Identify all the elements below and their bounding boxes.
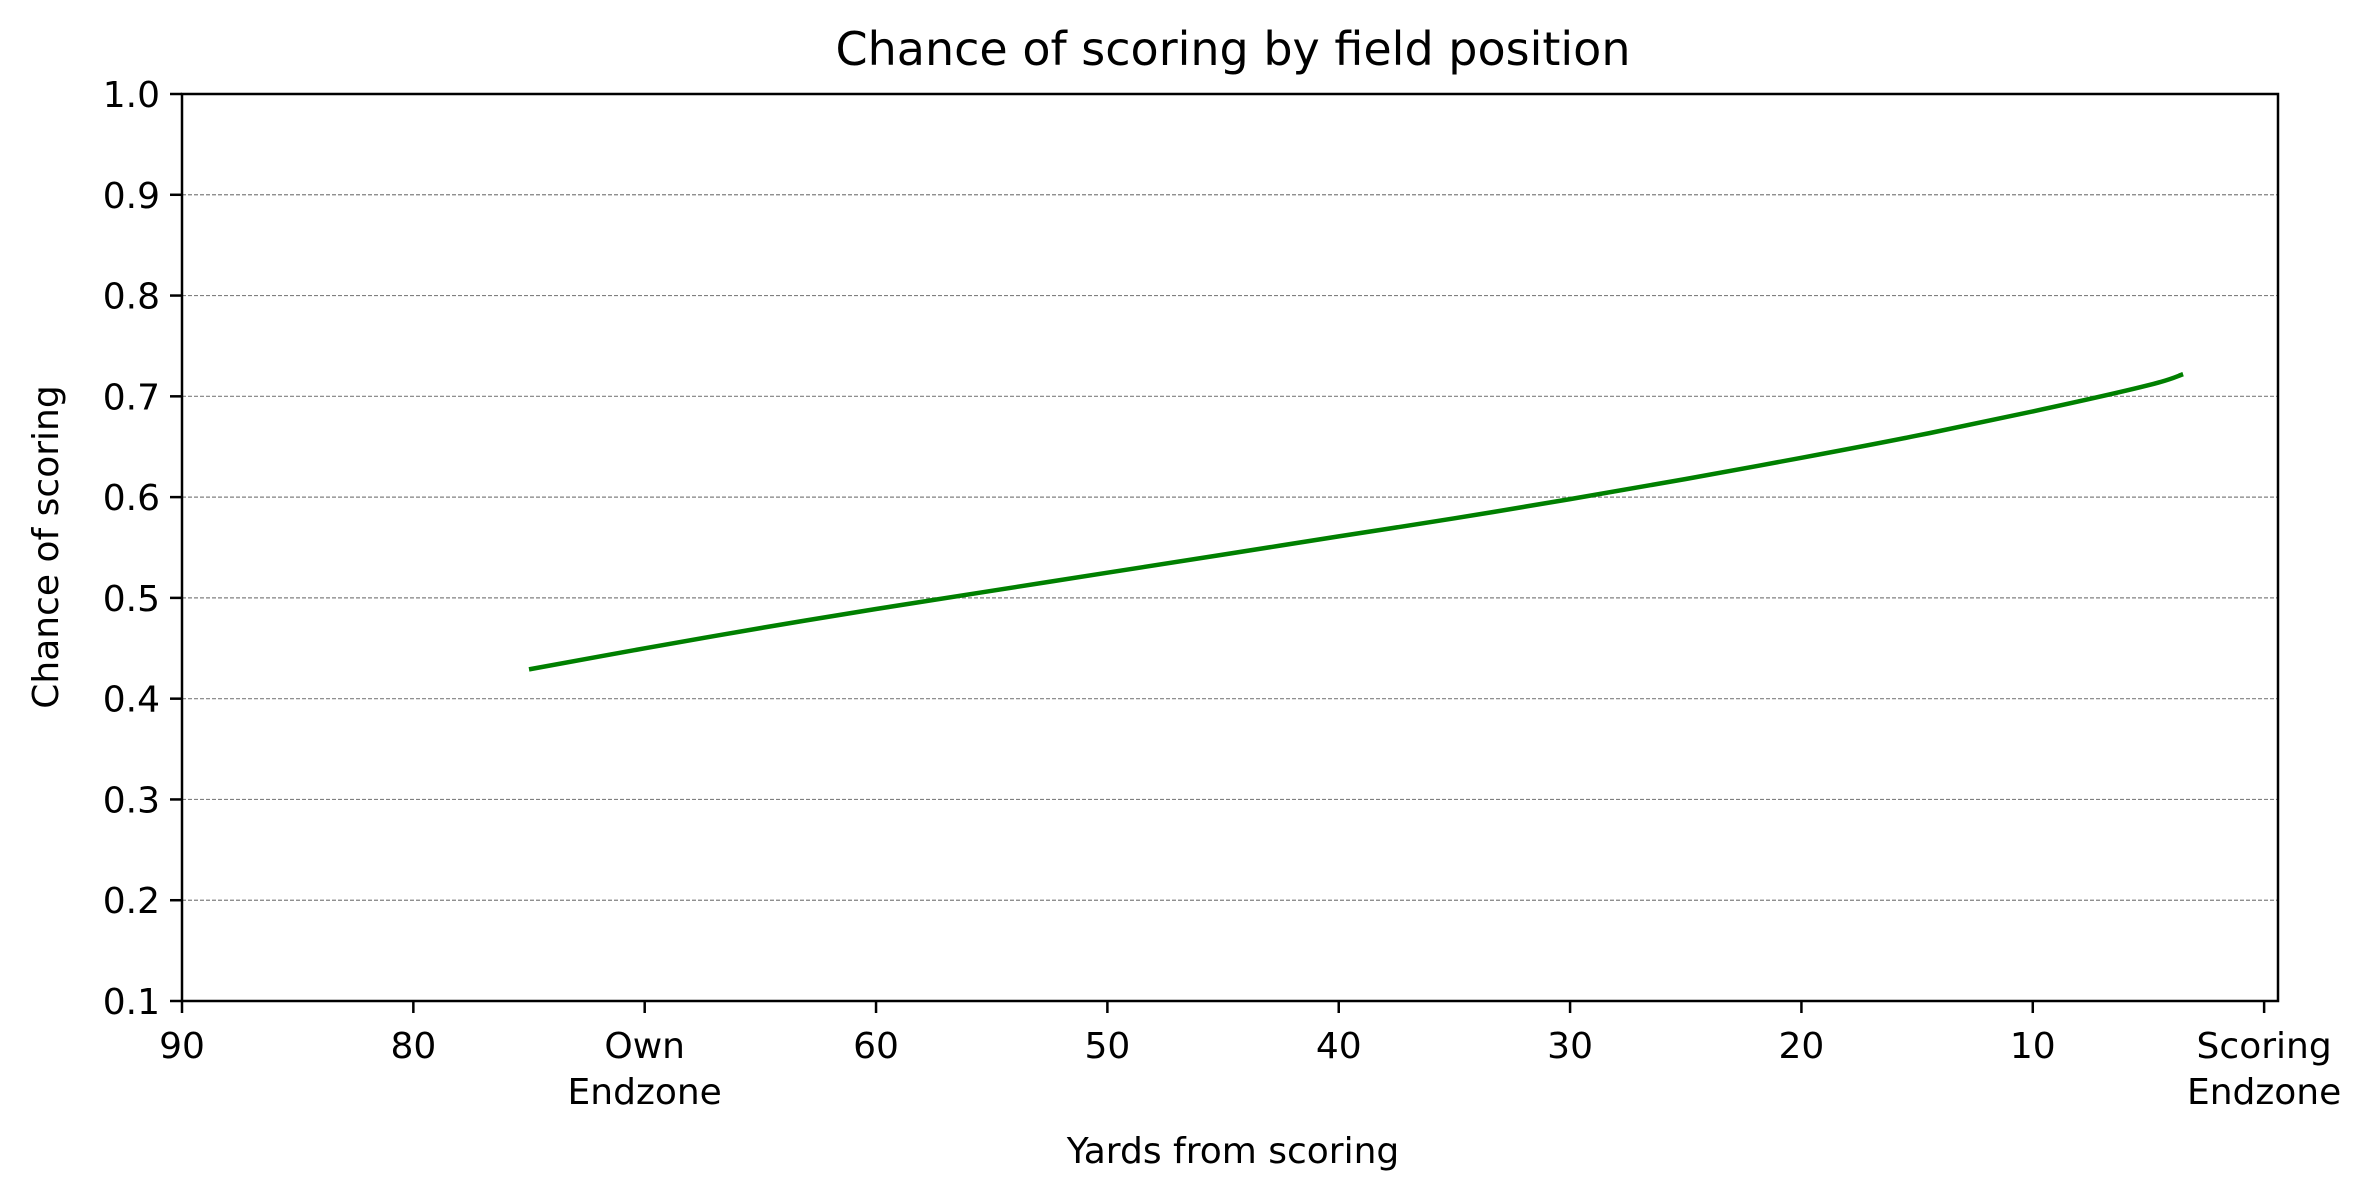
x-tick-label: 40 [1316,1026,1362,1067]
y-tick-label: 0.2 [103,881,160,922]
x-axis-ticks: 90 80 Own Endzone 60 50 40 30 20 10 Scoring Endzone [159,1001,2341,1113]
x-tick-label: 90 [159,1026,205,1067]
y-axis-title: Chance of scoring [26,385,67,708]
x-tick-label: Own Endzone [568,1026,722,1113]
y-tick-label: 0.5 [103,579,160,620]
x-tick-label: 50 [1084,1026,1130,1067]
y-tick-label: 0.9 [103,176,160,217]
x-tick-label: Scoring Endzone [2187,1026,2341,1113]
y-tick-label: 0.8 [103,277,160,318]
x-tick-label: 30 [1547,1026,1593,1067]
x-axis-title: Yards from scoring [1066,1131,1400,1172]
x-tick-label: 60 [853,1026,899,1067]
y-tick-label: 0.3 [103,780,160,821]
x-tick-label: 20 [1779,1026,1825,1067]
x-tick-label: 80 [390,1026,436,1067]
series-line [528,372,2184,672]
x-tick-label: 10 [2010,1026,2056,1067]
y-tick-label: 0.4 [103,680,160,721]
grid-lines [182,194,2278,901]
y-axis-ticks: 0.1 0.2 0.3 0.4 0.5 0.6 0.7 0.8 0.9 1.0 [103,75,182,1023]
chart-title: Chance of scoring by field position [836,22,1631,76]
y-tick-label: 0.1 [103,982,160,1023]
y-tick-label: 0.7 [103,377,160,418]
y-tick-label: 1.0 [103,75,160,116]
y-tick-label: 0.6 [103,478,160,519]
series-layer [528,372,2184,672]
plot-frame [180,92,2280,1003]
